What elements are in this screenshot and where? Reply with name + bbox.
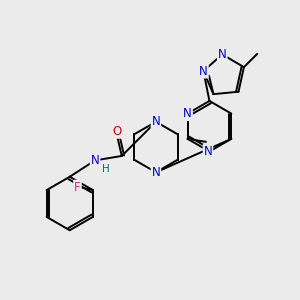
- Text: O: O: [113, 125, 122, 138]
- Text: H: H: [101, 164, 109, 174]
- Text: N: N: [91, 154, 99, 167]
- Text: N: N: [199, 64, 208, 78]
- Text: F: F: [74, 181, 81, 194]
- Text: N: N: [183, 107, 192, 120]
- Text: N: N: [218, 48, 226, 61]
- Text: N: N: [152, 115, 160, 128]
- Text: N: N: [204, 145, 212, 158]
- Text: N: N: [152, 166, 160, 179]
